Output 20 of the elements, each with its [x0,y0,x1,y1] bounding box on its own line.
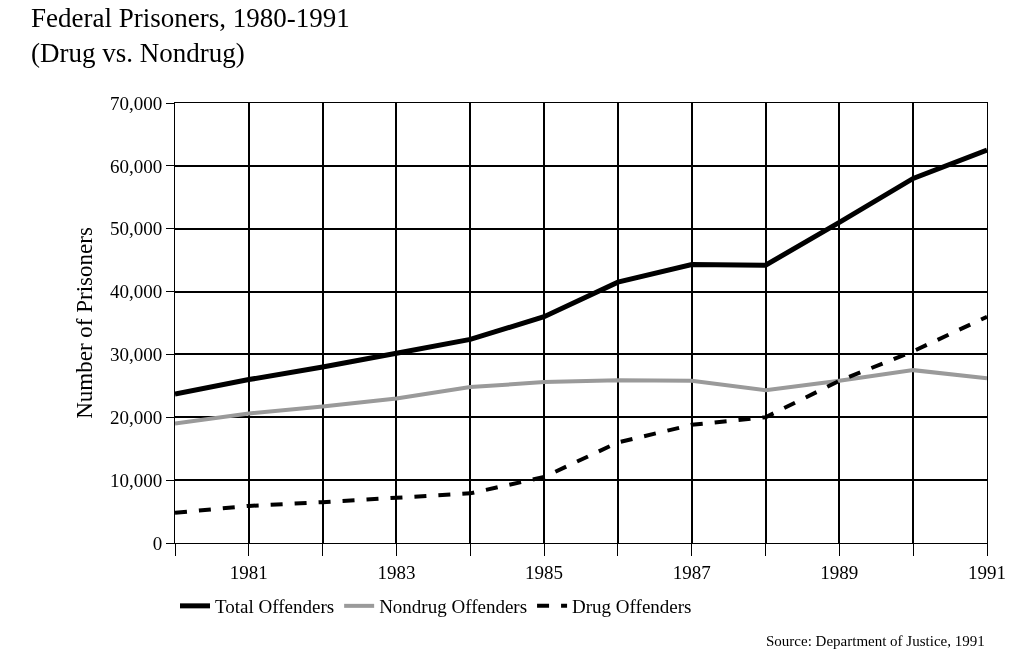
x-tick-label: 1983 [377,561,416,583]
legend-label: Nondrug Offenders [379,596,528,618]
y-tick-label: 70,000 [109,92,163,114]
y-tick-label: 60,000 [109,155,163,177]
y-axis-title: Number of Prisoners [72,227,98,419]
y-tick-label: 0 [152,532,163,554]
x-tick-label: 1991 [968,561,1006,583]
x-tick-label: 1981 [229,561,268,583]
x-tick-label: 1987 [672,561,711,583]
y-tick-label: 40,000 [109,281,163,303]
y-tick-label: 10,000 [109,469,163,491]
y-tick-label: 30,000 [109,344,163,366]
y-tick-label: 20,000 [109,406,163,428]
x-tick-label: 1985 [525,561,564,583]
source-note: Source: Department of Justice, 1991 [766,633,985,649]
legend-label: Drug Offenders [572,596,692,618]
y-tick-label: 50,000 [109,218,163,240]
x-tick-label: 1989 [820,561,859,583]
legend-label: Total Offenders [215,596,335,618]
chart-title: Federal Prisoners, 1980-1991 (Drug vs. Nondrug) [31,2,350,68]
